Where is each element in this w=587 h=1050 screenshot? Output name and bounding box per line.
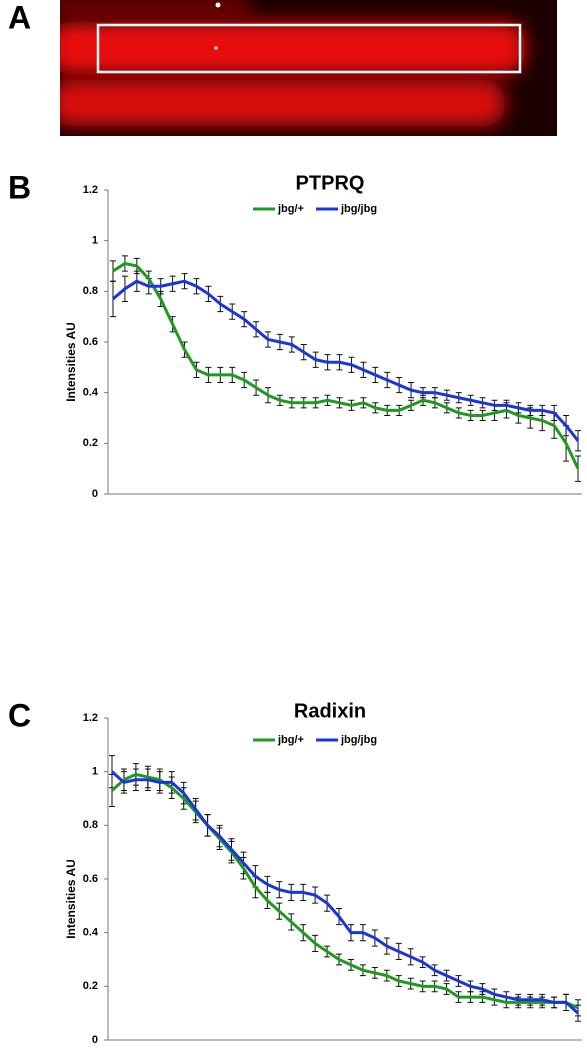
panel-label: A bbox=[8, 0, 31, 35]
y-tick-label: 0.2 bbox=[83, 437, 98, 449]
y-tick-label: 0.2 bbox=[83, 980, 98, 992]
y-tick-label: 1.2 bbox=[83, 712, 98, 724]
y-tick-label: 1 bbox=[92, 766, 98, 778]
y-axis-label: Intensities AU bbox=[64, 859, 78, 939]
y-tick-label: 0.8 bbox=[83, 819, 98, 831]
series-line bbox=[112, 261, 580, 470]
y-axis-label: Intensities AU bbox=[64, 322, 78, 402]
y-tick-label: 0.6 bbox=[83, 873, 98, 885]
series-line bbox=[110, 770, 580, 1015]
series-line bbox=[110, 772, 579, 1010]
y-tick-label: 0 bbox=[92, 1034, 98, 1046]
legend-label: jbg/+ bbox=[277, 734, 304, 746]
error-bar bbox=[110, 280, 116, 318]
legend-label: jbg/jbg bbox=[340, 203, 377, 215]
panel-label: C bbox=[8, 697, 31, 733]
legend-label: jbg/jbg bbox=[340, 734, 377, 746]
y-tick-label: 1 bbox=[92, 235, 98, 247]
error-bar bbox=[575, 1004, 581, 1022]
y-tick-label: 0.8 bbox=[83, 285, 98, 297]
y-tick-label: 1.2 bbox=[83, 184, 98, 196]
error-bar bbox=[575, 455, 581, 482]
micrograph bbox=[60, 0, 557, 136]
roi-box bbox=[96, 23, 522, 74]
chart-title: Radixin bbox=[294, 700, 366, 722]
y-tick-label: 0 bbox=[92, 488, 98, 500]
series-line bbox=[112, 279, 580, 442]
y-tick-label: 0.4 bbox=[83, 927, 99, 939]
panel-label: B bbox=[8, 169, 31, 205]
legend-label: jbg/+ bbox=[277, 203, 304, 215]
y-tick-label: 0.6 bbox=[83, 336, 98, 348]
chart-title: PTPRQ bbox=[296, 172, 365, 194]
y-tick-label: 0.4 bbox=[83, 387, 99, 399]
